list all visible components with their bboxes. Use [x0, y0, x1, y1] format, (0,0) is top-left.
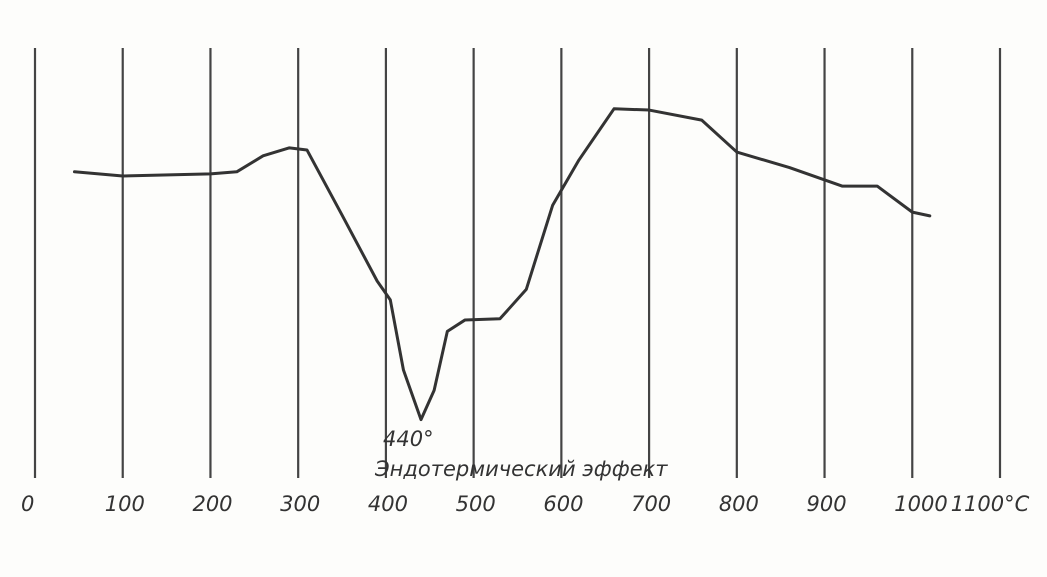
- x-tick-label: 900: [807, 492, 847, 516]
- x-tick-label: 400: [368, 492, 408, 516]
- x-tick-label: 700: [631, 492, 671, 516]
- x-tick-label: 1100°C: [951, 492, 1030, 516]
- annotation: 440°: [383, 427, 434, 451]
- x-tick-label: 500: [456, 492, 496, 516]
- curve: [72, 107, 932, 422]
- x-tick-label: 100: [105, 492, 145, 516]
- x-tick-label: 0: [21, 492, 34, 516]
- x-tick-label: 1000: [894, 492, 947, 516]
- x-tick-label: 600: [543, 492, 583, 516]
- annotation: Эндотермический эффект: [374, 457, 668, 481]
- x-tick-label: 800: [719, 492, 759, 516]
- x-tick-label: 300: [280, 492, 320, 516]
- x-tick-label: 200: [192, 492, 232, 516]
